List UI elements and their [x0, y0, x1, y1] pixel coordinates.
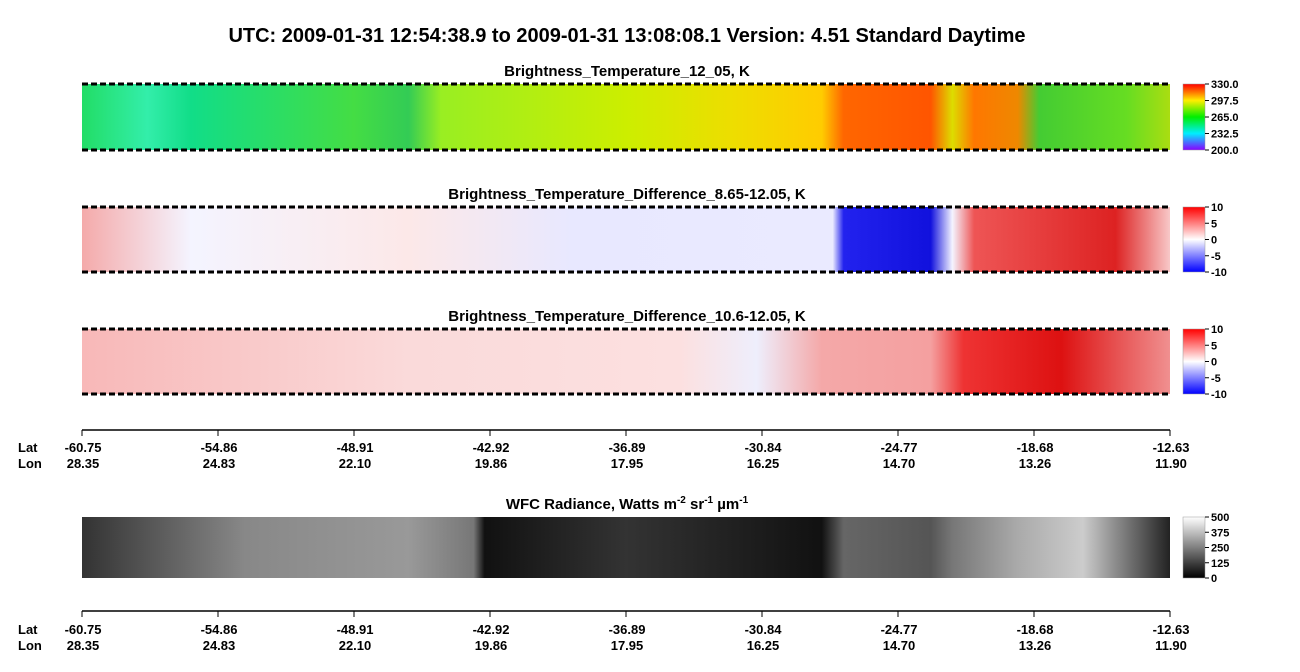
lat-label: -12.63: [1153, 622, 1190, 637]
colorbar-label: 500: [1211, 512, 1229, 524]
title-segment: µm: [713, 496, 739, 513]
image: [82, 207, 1170, 272]
lat-label: -54.86: [201, 440, 238, 455]
lat-label: -30.84: [745, 622, 783, 637]
lon-label: 22.10: [339, 638, 372, 653]
lon-label: 22.10: [339, 456, 372, 471]
colorbar-label: 375: [1211, 527, 1229, 539]
image: [82, 517, 1170, 578]
lon-label: 11.90: [1155, 456, 1187, 471]
lat-label: -48.91: [337, 440, 374, 455]
lat-label: -54.86: [201, 622, 238, 637]
lon-label: 17.95: [611, 638, 644, 653]
lat-label: -42.92: [473, 440, 510, 455]
lon-label: 19.86: [475, 638, 508, 653]
colorbar-label: 297.5: [1211, 96, 1239, 108]
colorbar-label: 125: [1211, 558, 1229, 570]
colorbar-label: -5: [1211, 373, 1221, 385]
lon-label: 11.90: [1155, 638, 1187, 653]
colorbar-label: 0: [1211, 357, 1217, 369]
title-segment: WFC Radiance, Watts m: [506, 496, 677, 513]
lon-label: 14.70: [883, 456, 916, 471]
lon-label: 28.35: [67, 638, 100, 653]
lon-label: 16.25: [747, 638, 780, 653]
colorbar: [1182, 206, 1206, 273]
colorbar-label: -10: [1211, 389, 1227, 401]
colorbar: [1182, 516, 1206, 579]
panel-title: Brightness_Temperature_Difference_10.6-1…: [448, 308, 806, 325]
lon-label: 28.35: [67, 456, 100, 471]
colorbar-label: 10: [1211, 324, 1223, 336]
colorbar-label: 0: [1211, 573, 1217, 585]
lon-label: 16.25: [747, 456, 780, 471]
colorbar: [1182, 328, 1206, 395]
lon-label: 14.70: [883, 638, 916, 653]
image: [82, 84, 1170, 150]
page-title: UTC: 2009-01-31 12:54:38.9 to 2009-01-31…: [228, 25, 1025, 47]
title-segment: sr: [686, 496, 705, 513]
lat-label: -24.77: [881, 440, 918, 455]
colorbar: [1182, 83, 1206, 151]
title-segment: -2: [677, 495, 686, 506]
panel-title: Brightness_Temperature_Difference_8.65-1…: [448, 186, 806, 203]
colorbar-label: 232.5: [1211, 129, 1239, 141]
title-segment: -1: [704, 495, 713, 506]
colorbar-label: -10: [1211, 267, 1227, 279]
colorbar-label: 0: [1211, 235, 1217, 247]
lat-label: -24.77: [881, 622, 918, 637]
colorbar-label: 330.0: [1211, 79, 1239, 91]
lat-label: -60.75: [65, 622, 102, 637]
colorbar-label: 5: [1211, 340, 1217, 352]
lat-label: -18.68: [1017, 622, 1054, 637]
panel-title: Brightness_Temperature_12_05, K: [504, 63, 750, 80]
colorbar-label: 5: [1211, 218, 1217, 230]
title-segment: -1: [739, 495, 748, 506]
lat-label: -12.63: [1153, 440, 1190, 455]
row-label: Lat: [18, 622, 38, 637]
lat-label: -42.92: [473, 622, 510, 637]
colorbar-label: 10: [1211, 202, 1223, 214]
row-label: Lon: [18, 456, 42, 471]
lat-label: -36.89: [609, 622, 646, 637]
lon-label: 17.95: [611, 456, 644, 471]
image: [82, 329, 1170, 394]
colorbar-label: 265.0: [1211, 112, 1239, 124]
row-label: Lon: [18, 638, 42, 653]
colorbar-label: 200.0: [1211, 145, 1239, 157]
colorbar-label: 250: [1211, 543, 1229, 555]
lon-label: 19.86: [475, 456, 508, 471]
lat-label: -48.91: [337, 622, 374, 637]
row-label: Lat: [18, 440, 38, 455]
lon-label: 24.83: [203, 456, 236, 471]
lat-label: -30.84: [745, 440, 783, 455]
lat-label: -60.75: [65, 440, 102, 455]
lon-label: 24.83: [203, 638, 236, 653]
lat-label: -18.68: [1017, 440, 1054, 455]
lat-label: -36.89: [609, 440, 646, 455]
lon-label: 13.26: [1019, 638, 1052, 653]
lon-label: 13.26: [1019, 456, 1052, 471]
panel-title: WFC Radiance, Watts m-2 sr-1 µm-1: [506, 495, 749, 513]
colorbar-label: -5: [1211, 251, 1221, 263]
